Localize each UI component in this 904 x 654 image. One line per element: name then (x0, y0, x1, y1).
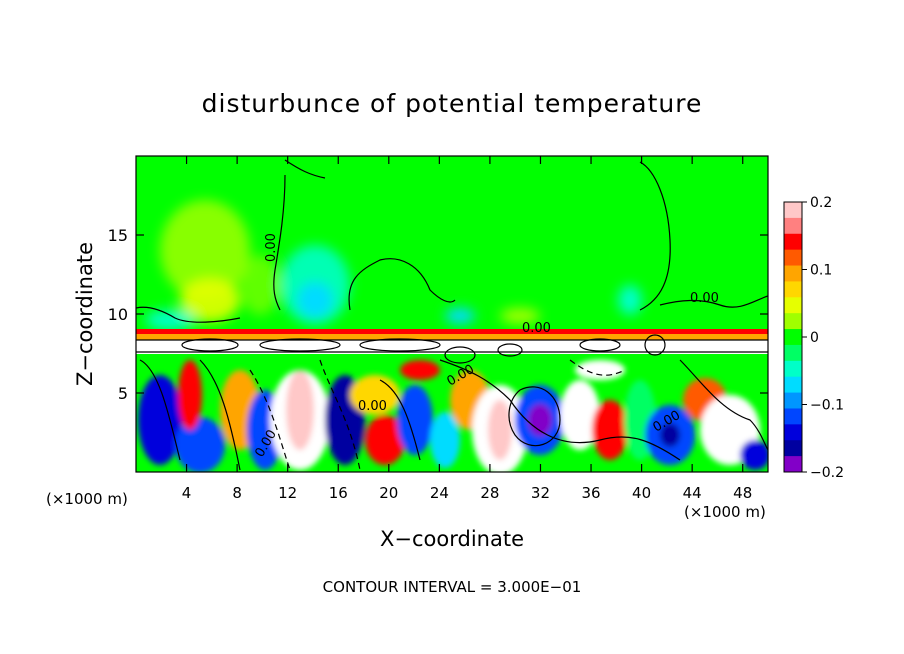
x-tick-label: 36 (581, 484, 600, 502)
y-tick-label: 5 (118, 384, 128, 403)
colorbar: 0.2 0.1 0 −0.1 −0.2 (783, 195, 844, 481)
y-tick-label: 10 (108, 305, 128, 324)
colorbar-swatch (784, 344, 802, 362)
x-unit-left: (×1000 m) (46, 490, 128, 508)
colorbar-swatch (784, 313, 802, 330)
y-axis-label: Z−coordinate (73, 242, 97, 386)
x-tick-label: 12 (278, 484, 297, 502)
contour-interval-label: CONTOUR INTERVAL = 3.000E−01 (323, 578, 582, 596)
colorbar-swatch (784, 408, 802, 425)
colorbar-swatch (784, 202, 802, 219)
colorbar-swatch (784, 297, 802, 314)
lower-turbulence (136, 354, 768, 472)
contour-lines (136, 159, 768, 471)
colorbar-swatch (784, 440, 802, 457)
x-tick-label: 16 (329, 484, 348, 502)
contour-label: 0.00 (264, 233, 279, 262)
x-tick-label: 32 (531, 484, 550, 502)
colorbar-swatch (784, 329, 802, 346)
colorbar-tick-label: −0.1 (810, 398, 844, 414)
plot-area: 0.00 0.00 0.00 0.00 0.00 0.00 0.00 (136, 156, 768, 472)
inversion-band-orange (136, 334, 768, 340)
colorbar-swatch (784, 249, 802, 267)
x-tick-label: 28 (480, 484, 499, 502)
colorbar-swatch (784, 217, 802, 235)
colorbar-swatch (784, 424, 802, 441)
colorbar-swatch (784, 233, 802, 251)
colorbar-tick-label: 0.1 (810, 263, 832, 279)
upper-anomalies (145, 200, 642, 330)
x-axis-label: X−coordinate (380, 527, 524, 551)
y-tick-label: 15 (108, 226, 128, 245)
x-tick-label: 48 (733, 484, 752, 502)
x-unit-right: (×1000 m) (684, 503, 766, 521)
x-tick-label: 24 (430, 484, 449, 502)
contour-label: 0.00 (358, 399, 387, 414)
inversion-band-red (136, 329, 768, 334)
colorbar-swatch (784, 392, 802, 409)
colorbar-tick-label: 0.2 (810, 195, 832, 211)
x-axis: 4 8 12 16 20 24 28 32 36 40 44 48 (182, 156, 752, 502)
colorbar-swatch (784, 281, 802, 298)
colorbar-swatch (784, 360, 802, 378)
x-tick-label: 20 (379, 484, 398, 502)
chart-title: disturbunce of potential temperature (202, 89, 703, 118)
colorbar-swatch (784, 265, 802, 282)
colorbar-tick-label: −0.2 (810, 465, 844, 481)
contour-label: 0.00 (522, 321, 551, 336)
x-tick-label: 44 (683, 484, 702, 502)
x-tick-label: 40 (632, 484, 651, 502)
colorbar-swatch (784, 376, 802, 394)
x-tick-label: 8 (232, 484, 242, 502)
contour-label: 0.00 (690, 291, 719, 306)
x-tick-label: 4 (182, 484, 192, 502)
colorbar-swatch (784, 456, 802, 473)
y-axis: 5 10 15 (108, 226, 768, 403)
colorbar-tick-label: 0 (810, 330, 819, 346)
